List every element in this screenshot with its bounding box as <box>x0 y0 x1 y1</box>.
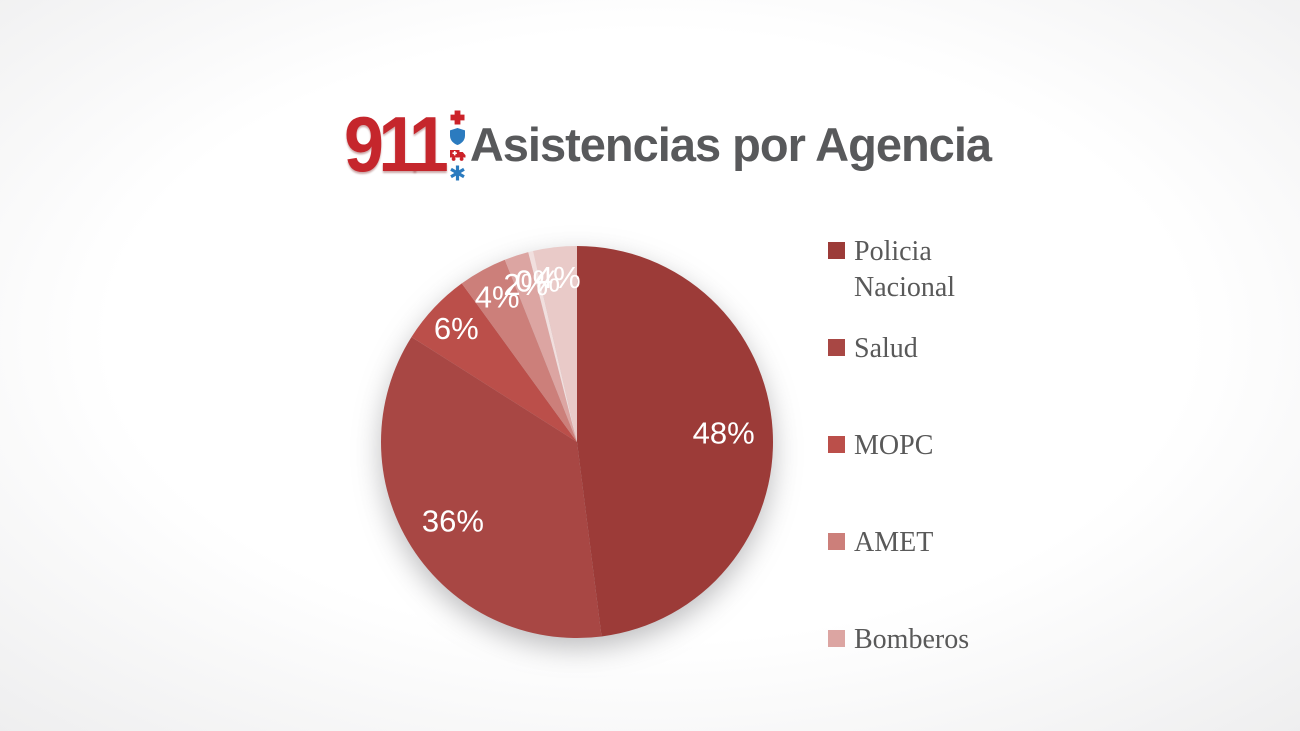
police-shield-icon <box>449 127 466 145</box>
pie-slice <box>461 259 577 442</box>
pie-slice <box>528 250 577 442</box>
legend-item: Policia Nacional <box>828 234 1008 331</box>
legend-label: Salud <box>854 333 918 364</box>
pie-slice <box>577 246 773 637</box>
pie-slice <box>411 283 577 442</box>
legend-swatch <box>828 533 845 550</box>
legend: Policia Nacional Salud MOPC AMET Bombero… <box>828 234 1008 719</box>
page-title: Asistencias por Agencia <box>469 117 992 171</box>
logo-911: 911 <box>344 104 466 184</box>
legend-label: Policia Nacional <box>854 236 956 303</box>
ambulance-icon <box>449 148 466 162</box>
pie-data-label: 4% <box>475 279 520 314</box>
legend-label: AMET <box>854 527 934 558</box>
pie-data-label: 0% <box>515 264 560 299</box>
medical-cross-icon <box>450 110 466 125</box>
legend-swatch <box>828 436 845 453</box>
pie-data-label: 36% <box>422 503 484 538</box>
legend-item: Salud <box>828 331 1008 428</box>
logo-icon-column <box>449 110 466 181</box>
legend-swatch <box>828 339 845 356</box>
pie-slice <box>533 246 577 442</box>
header: 911 <box>344 104 992 184</box>
logo-911-text: 911 <box>344 100 449 188</box>
legend-item: Bomberos <box>828 622 1008 719</box>
pie-slice <box>381 336 602 638</box>
legend-item: AMET <box>828 525 1008 622</box>
pie-data-label: 4% <box>536 260 581 295</box>
legend-item: MOPC <box>828 428 1008 525</box>
pie-chart: 48%36%6%4%2%0%4% <box>381 246 773 638</box>
pie-slice <box>504 252 577 442</box>
legend-label: MOPC <box>854 430 934 461</box>
pie-data-label: 6% <box>434 311 479 346</box>
star-of-life-icon <box>450 165 466 181</box>
pie-data-label: 48% <box>693 415 755 450</box>
legend-label: Bomberos <box>854 624 970 655</box>
legend-swatch <box>828 630 845 647</box>
pie-data-label: 2% <box>503 267 548 302</box>
legend-swatch <box>828 242 845 259</box>
